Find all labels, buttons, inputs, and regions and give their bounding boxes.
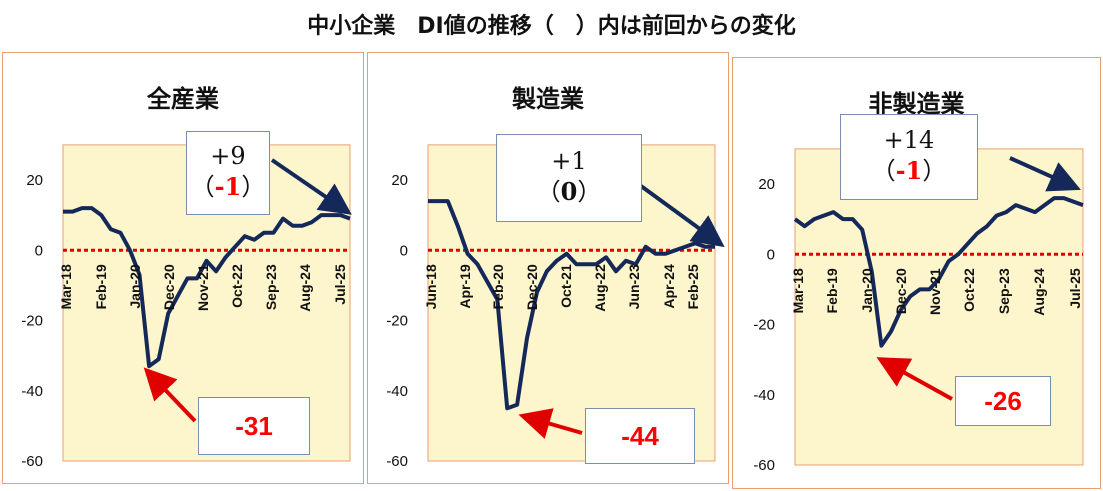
annotation-arrow [876,357,953,401]
x-tick-label: Feb-20 [490,264,506,309]
x-tick-label: Mar-18 [58,264,74,309]
x-tick-label: Oct-21 [558,264,574,308]
y-tick-label: 20 [758,176,775,193]
annotation-arrow [270,158,352,215]
minimum-value-box: -26 [955,376,1051,426]
y-tick-label: -60 [753,457,775,474]
series-line [428,199,715,411]
x-tick-label: Jan-20 [127,264,143,309]
y-tick-label: -20 [21,313,43,330]
y-tick-label: -40 [386,383,408,400]
y-tick-label: 0 [400,242,408,259]
x-tick-label: Nov-21 [195,264,211,311]
x-tick-label: Jul-25 [332,264,348,305]
x-tick-label: Feb-19 [824,268,840,313]
latest-change: （-1） [871,156,947,185]
y-tick-label: -20 [386,313,408,330]
x-tick-label: Dec-20 [161,264,177,310]
x-tick-label: Jun-18 [423,264,439,309]
y-tick-label: -40 [21,383,43,400]
x-tick-label: Oct-22 [961,268,977,312]
y-tick-label: 0 [35,242,43,259]
panel-title: 製造業 [512,85,584,113]
minimum-value-box: -31 [198,397,310,455]
x-tick-label: Jan-20 [859,268,875,313]
x-tick-label: Sep-23 [996,268,1012,314]
y-tick-label: -40 [753,387,775,404]
minimum-value-box: -44 [585,408,695,464]
latest-change: （-1） [190,172,266,201]
x-tick-label: Apr-19 [457,264,473,309]
x-tick-label: Aug-22 [592,264,608,312]
y-tick-label: 20 [26,172,43,189]
x-tick-label: Feb-19 [93,264,109,309]
y-tick-label: -60 [386,453,408,470]
annotation-arrow [518,408,583,439]
x-tick-label: Aug-24 [297,264,313,312]
panel-title: 全産業 [147,85,219,113]
latest-value: +9 [210,142,246,170]
x-tick-label: Mar-18 [790,268,806,313]
series-line [793,196,1084,348]
x-tick-label: Dec-20 [893,268,909,314]
x-tick-label: Apr-24 [661,264,677,309]
x-tick-label: Sep-23 [263,264,279,310]
panel-title: 非製造業 [868,90,965,118]
latest-value-callout: +1 （0） [496,134,642,222]
annotation-arrow [143,367,197,423]
latest-value-callout: +14 （-1） [840,114,978,200]
x-tick-label: Aug-24 [1031,268,1047,316]
x-tick-label: Oct-22 [229,264,245,308]
annotation-arrow [1009,156,1081,192]
y-tick-label: 20 [391,172,408,189]
x-tick-label: Dec-20 [524,264,540,310]
x-tick-label: Feb-25 [685,264,701,309]
annotation-arrow [639,184,725,248]
y-tick-label: -20 [753,317,775,334]
x-tick-label: Nov-21 [927,268,943,315]
latest-value: +1 [551,147,587,175]
series-line [63,206,351,369]
main-title: 中小企業 DI値の推移（ ）内は前回からの変化 [307,14,796,39]
latest-value: +14 [883,126,935,154]
x-tick-label: Jul-25 [1067,268,1083,309]
y-tick-label: 0 [767,246,775,263]
latest-change: （0） [536,177,602,206]
y-tick-label: -60 [21,453,43,470]
x-tick-label: Jun-23 [626,264,642,309]
latest-value-callout: +9 （-1） [186,131,270,215]
